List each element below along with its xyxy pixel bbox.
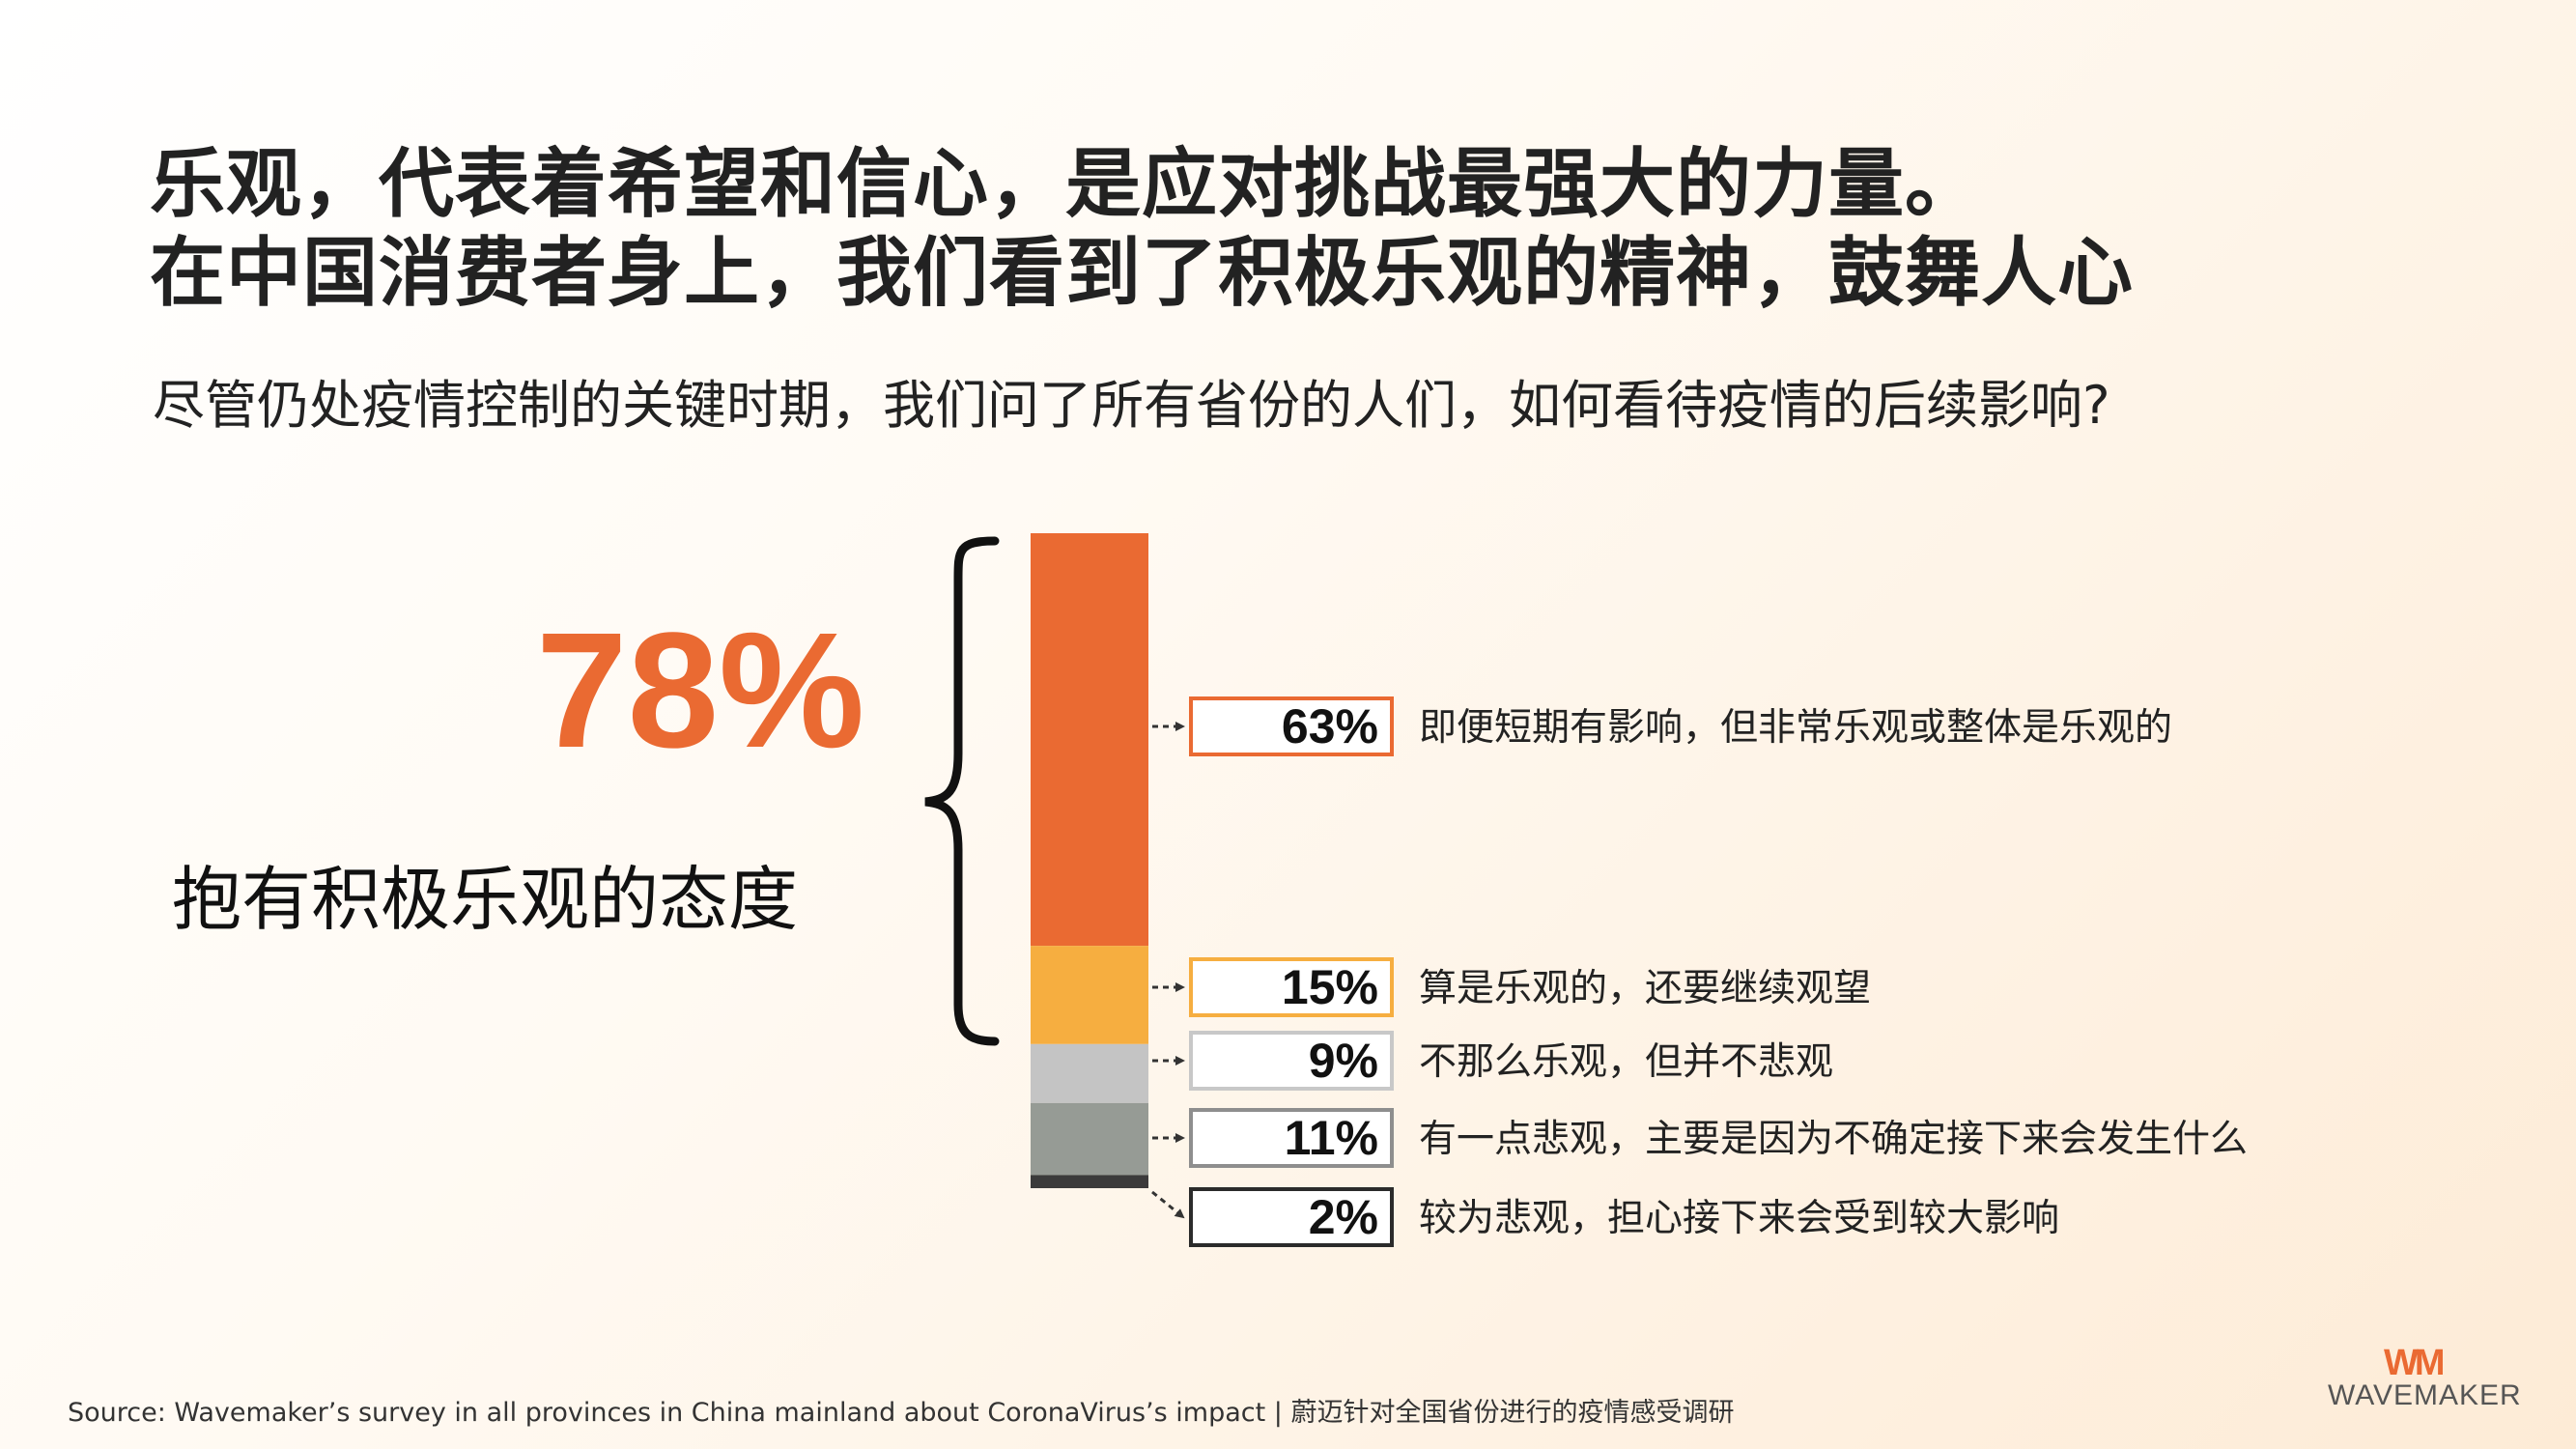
- bar-segment-3: [1031, 1043, 1148, 1103]
- value-box-3: [1189, 1031, 1394, 1091]
- bar-segment-4: [1031, 1102, 1148, 1176]
- subtitle: 尽管仍处疫情控制的关键时期，我们问了所有省份的人们，如何看待疫情的后续影响?: [153, 375, 2110, 436]
- wavemaker-logo-icon: WM: [2384, 1343, 2446, 1383]
- value-label-4: 11%: [1285, 1111, 1378, 1165]
- category-label-1: 即便短期有影响，但非常乐观或整体是乐观的: [1419, 706, 2172, 750]
- source-note: Source: Wavemaker’s survey in all provin…: [68, 1398, 1735, 1428]
- value-box-4: [1189, 1108, 1394, 1168]
- value-label-2: 15%: [1282, 960, 1378, 1014]
- category-label-5: 较为悲观，担心接下来会受到较大影响: [1419, 1197, 2059, 1240]
- value-box-2: [1189, 957, 1394, 1017]
- value-box-5: [1189, 1187, 1394, 1247]
- title-line-1: 乐观，代表着希望和信心，是应对挑战最强大的力量。: [150, 141, 1982, 228]
- value-label-5: 2%: [1309, 1190, 1378, 1244]
- bar-segment-2: [1031, 946, 1148, 1044]
- value-label-1: 63%: [1282, 699, 1378, 753]
- connector-arrow-5: [1151, 1190, 1185, 1219]
- value-box-1: [1189, 696, 1394, 756]
- value-label-3: 9%: [1309, 1034, 1378, 1088]
- category-label-2: 算是乐观的，还要继续观望: [1419, 967, 1871, 1010]
- bar-segment-5: [1031, 1175, 1148, 1188]
- highlight-label: 抱有积极乐观的态度: [172, 859, 799, 940]
- highlight-percentage: 78%: [536, 599, 865, 782]
- wavemaker-logo-text: WAVEMAKER: [2328, 1379, 2522, 1411]
- title-line-2: 在中国消费者身上，我们看到了积极乐观的精神，鼓舞人心: [150, 230, 2135, 317]
- category-label-3: 不那么乐观，但并不悲观: [1419, 1040, 1833, 1084]
- bar-segment-1: [1031, 533, 1148, 947]
- curly-brace: [924, 536, 1000, 1046]
- category-label-4: 有一点悲观，主要是因为不确定接下来会发生什么: [1419, 1118, 2248, 1161]
